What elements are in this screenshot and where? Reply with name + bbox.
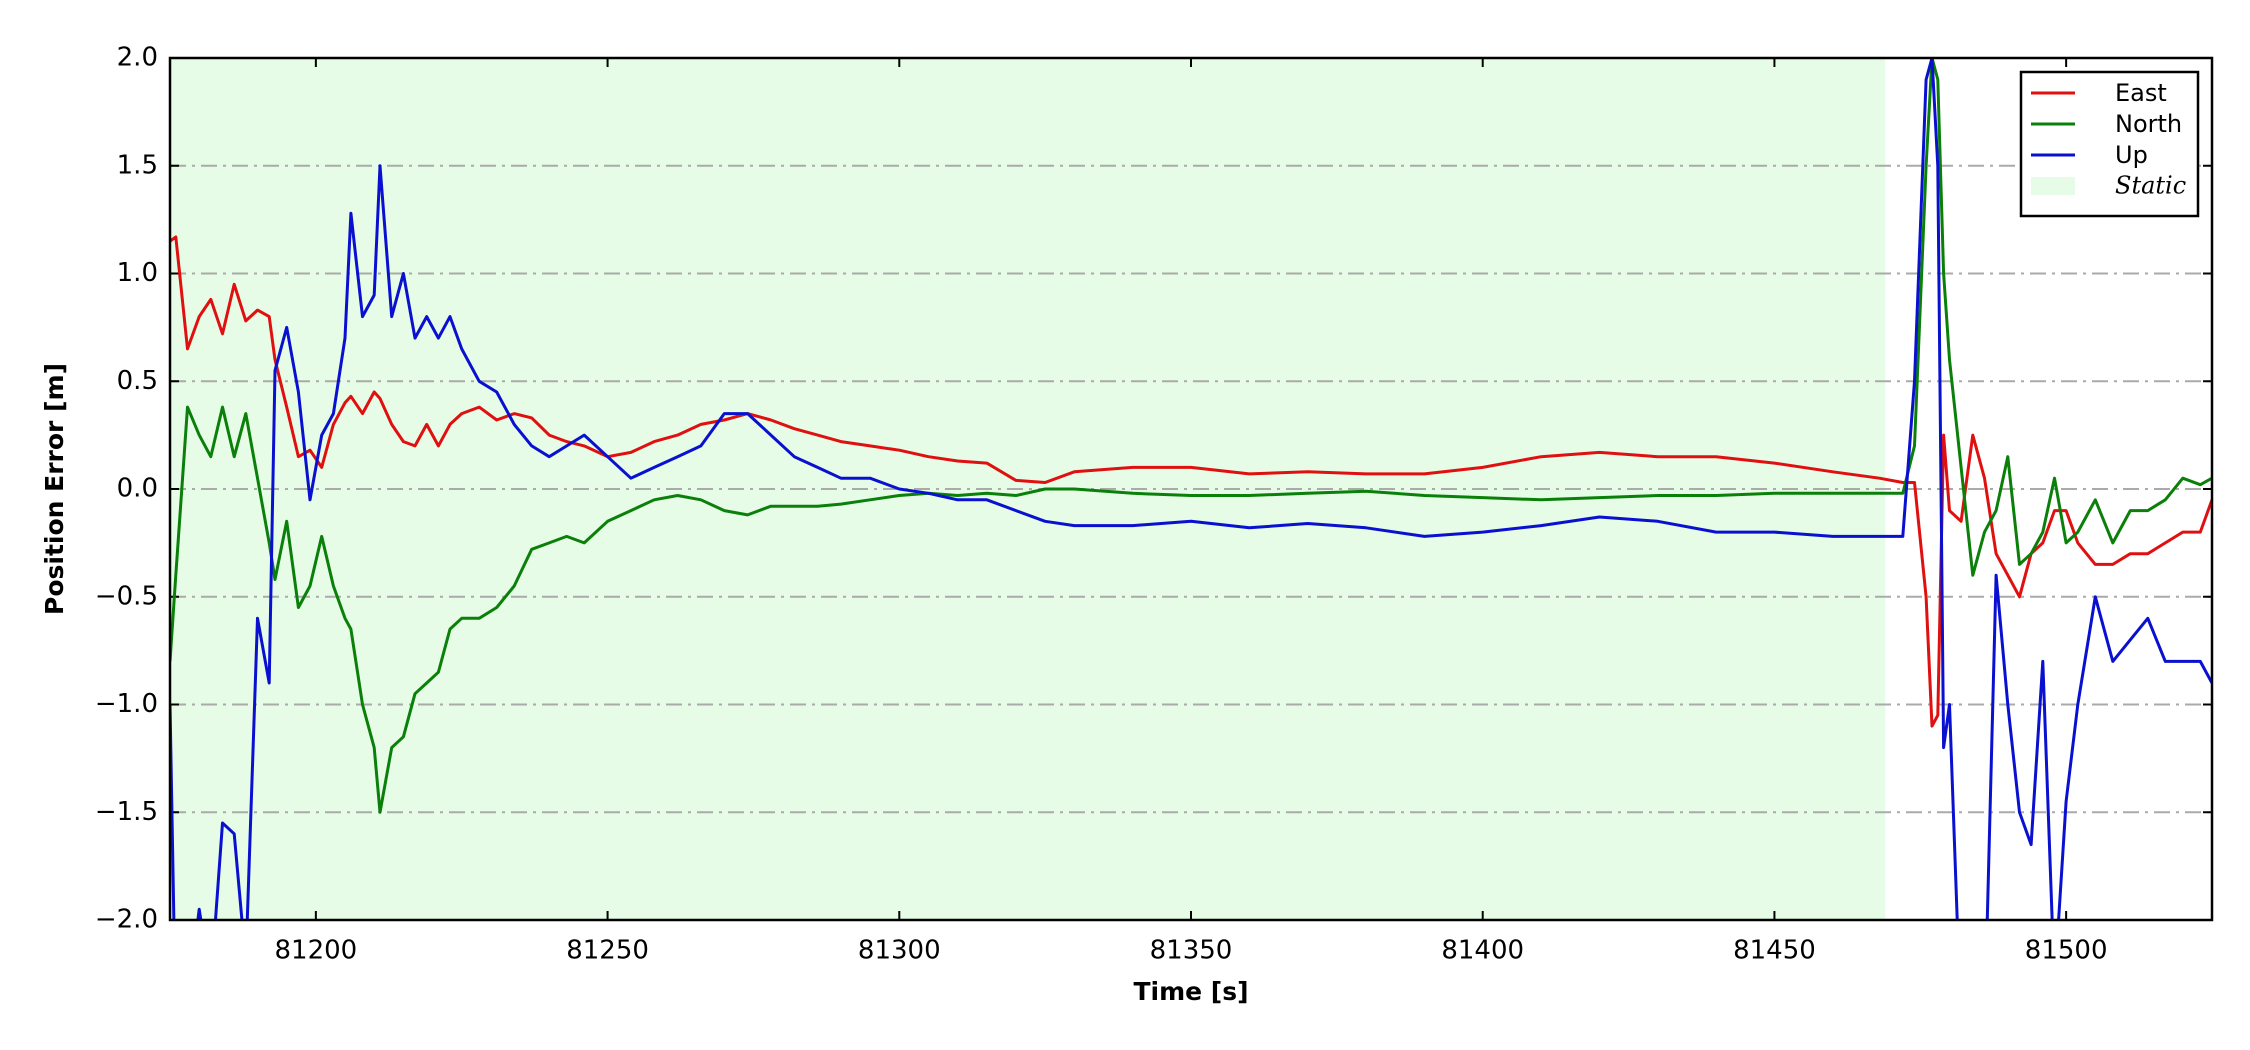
y-tick-label: −1.0 [95, 689, 158, 719]
plot-frame [168, 56, 2214, 922]
x-tick-label: 81350 [1150, 936, 1233, 966]
y-tick-label: 2.0 [117, 43, 158, 73]
legend-swatch [2031, 177, 2075, 195]
x-tick-label: 81450 [1733, 936, 1816, 966]
y-tick-label: −0.5 [95, 581, 158, 611]
series-line [170, 235, 2212, 728]
y-axis-label: Position Error [m] [40, 363, 69, 615]
y-tick-label: −2.0 [95, 905, 158, 935]
x-axis-label: Time [s] [1133, 977, 1248, 1006]
series-line [170, 58, 2212, 920]
x-tick-label: 81400 [1441, 936, 1524, 966]
legend-label: Up [2115, 141, 2148, 169]
legend-label: North [2115, 110, 2182, 138]
y-tick-label: 0.5 [117, 366, 158, 396]
x-tick-label: 81300 [858, 936, 941, 966]
y-tick-label: 1.5 [117, 150, 158, 180]
y-tick-label: −1.5 [95, 797, 158, 827]
plot-lines [170, 58, 2212, 920]
y-tick-label: 1.0 [117, 258, 158, 288]
legend-label: East [2115, 79, 2167, 107]
x-tick-label: 81500 [2025, 936, 2108, 966]
x-tick-label: 81200 [274, 936, 357, 966]
series-line [170, 58, 2212, 814]
y-tick-label: 0.0 [117, 474, 158, 504]
x-tick-label: 81250 [566, 936, 649, 966]
legend-label: Static [2115, 172, 2186, 200]
